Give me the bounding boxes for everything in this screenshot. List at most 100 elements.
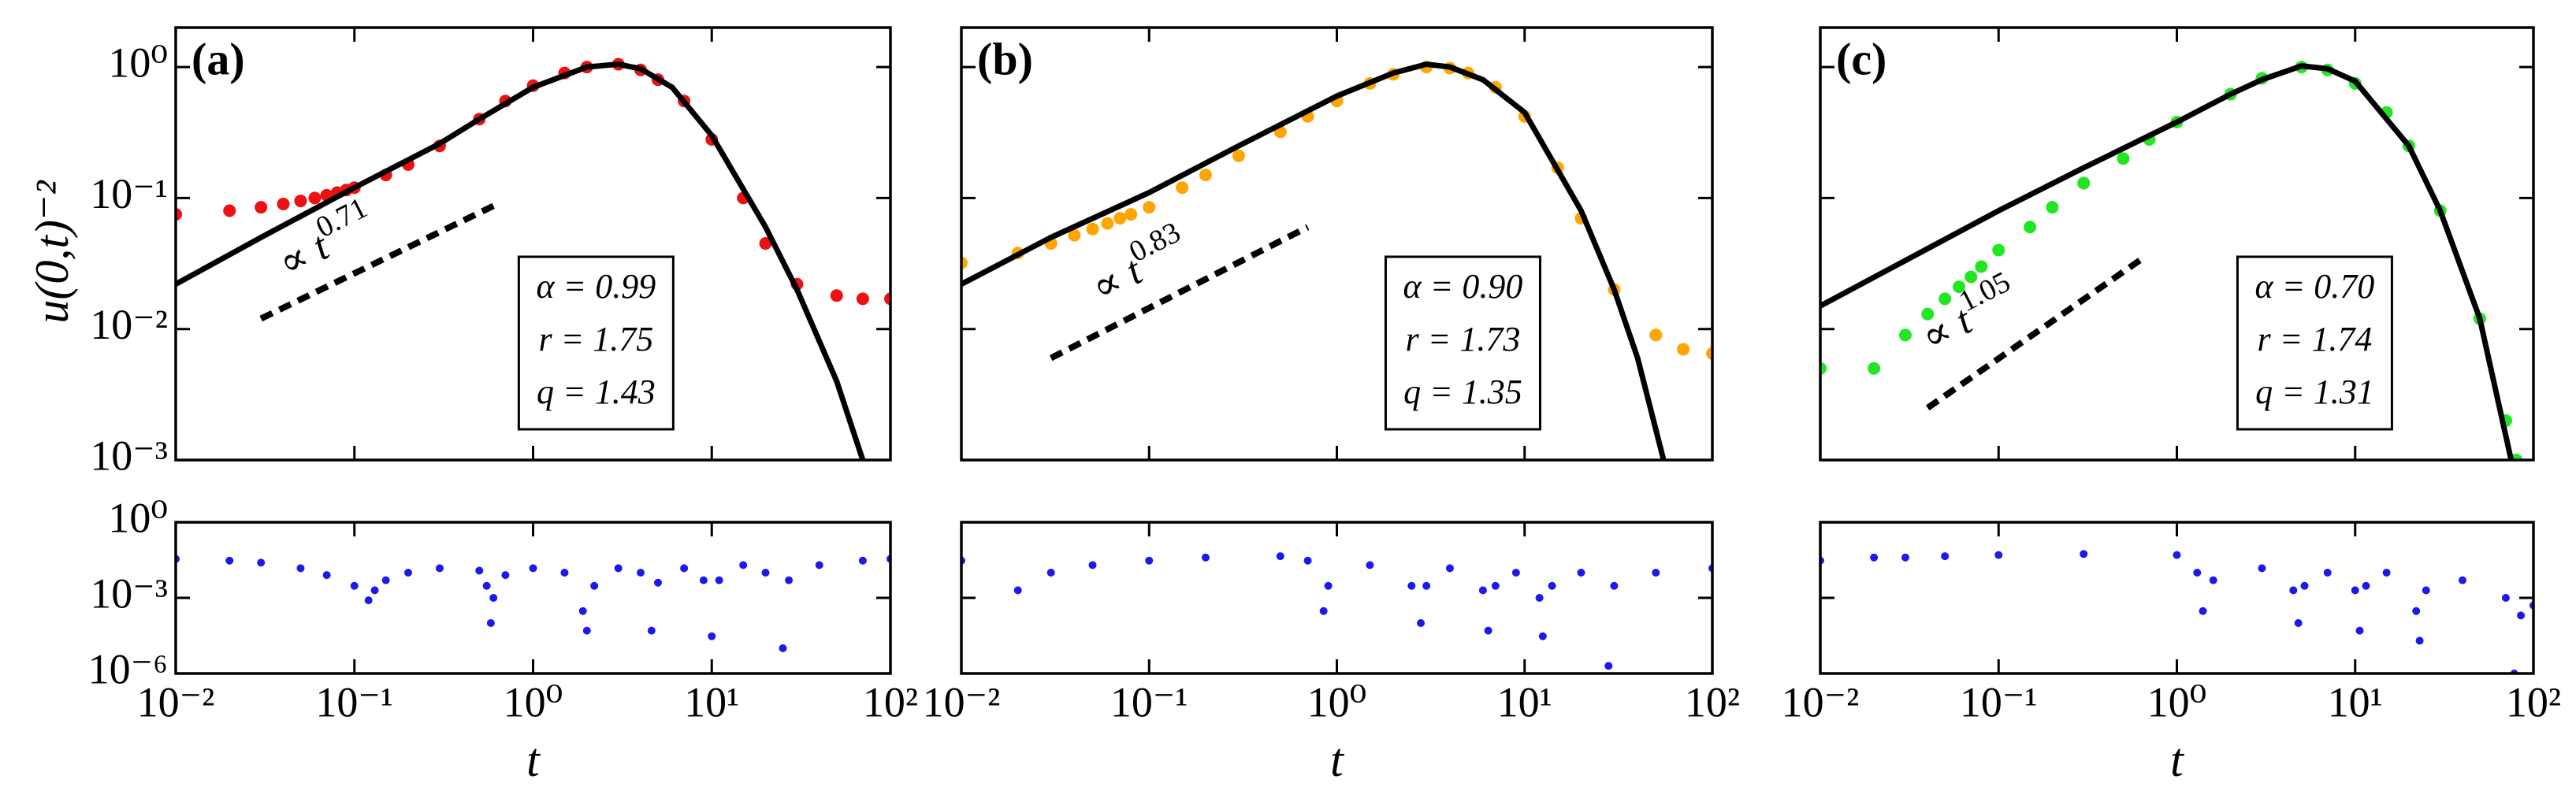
data-point bbox=[1939, 292, 1952, 306]
x-tick-label: 10⁻¹ bbox=[1110, 678, 1188, 725]
data-point bbox=[381, 576, 390, 584]
data-point bbox=[435, 564, 444, 573]
data-point bbox=[1445, 564, 1454, 573]
x-axis-label: t bbox=[2170, 734, 2184, 786]
data-point bbox=[761, 569, 770, 577]
data-point bbox=[2289, 586, 2298, 595]
data-point bbox=[1478, 586, 1487, 595]
data-point bbox=[364, 596, 373, 605]
data-point bbox=[858, 556, 867, 565]
data-point bbox=[1199, 169, 1212, 182]
data-point bbox=[653, 578, 662, 587]
data-point bbox=[699, 576, 708, 584]
x-tick-label: 10² bbox=[863, 678, 918, 725]
x-tick-label: 10⁰ bbox=[504, 678, 563, 725]
data-point bbox=[560, 569, 569, 577]
y-tick-label: 10⁻³ bbox=[90, 432, 168, 479]
data-point bbox=[223, 204, 236, 217]
data-point bbox=[1143, 201, 1156, 214]
data-point bbox=[2294, 619, 2303, 627]
power-law-guide bbox=[1049, 224, 1310, 362]
data-point bbox=[590, 581, 599, 590]
data-point bbox=[475, 566, 484, 575]
param-text: q = 1.35 bbox=[1403, 373, 1522, 411]
data-point bbox=[2422, 586, 2430, 595]
data-point bbox=[1898, 328, 1912, 342]
data-point bbox=[1652, 569, 1660, 577]
data-point bbox=[404, 569, 413, 577]
data-point bbox=[529, 564, 537, 573]
data-point bbox=[830, 289, 843, 302]
data-point bbox=[785, 576, 794, 584]
data-point bbox=[2355, 626, 2364, 635]
plot-area bbox=[176, 58, 890, 460]
param-box bbox=[2236, 255, 2393, 431]
param-box bbox=[517, 255, 675, 431]
data-point bbox=[715, 576, 723, 584]
x-axis-label: t bbox=[1330, 734, 1344, 786]
data-point bbox=[1276, 552, 1284, 561]
data-point bbox=[350, 581, 359, 590]
data-point bbox=[759, 237, 772, 250]
x-axis-label: t bbox=[526, 734, 541, 786]
data-point bbox=[1232, 149, 1245, 162]
data-point bbox=[779, 644, 787, 652]
data-point bbox=[486, 619, 495, 627]
data-point bbox=[308, 191, 322, 205]
axes-frame bbox=[1819, 521, 2535, 675]
data-point bbox=[1953, 280, 1966, 294]
data-point bbox=[1921, 307, 1935, 321]
data-point bbox=[1068, 228, 1081, 242]
data-point bbox=[1577, 569, 1585, 577]
axes-frame bbox=[960, 26, 1714, 462]
x-tick-label: 10⁻¹ bbox=[1960, 678, 2038, 725]
x-tick-label: 10¹ bbox=[684, 678, 739, 725]
data-point bbox=[961, 256, 968, 269]
y-tick-label: 10⁻² bbox=[90, 301, 168, 348]
data-point bbox=[1113, 212, 1127, 225]
axes-frame bbox=[174, 521, 892, 675]
data-point bbox=[1201, 553, 1210, 562]
data-point bbox=[2046, 201, 2059, 214]
data-point bbox=[1086, 222, 1099, 236]
x-tick-label: 10⁰ bbox=[1307, 678, 1367, 725]
data-point bbox=[1366, 561, 1374, 570]
data-point bbox=[1941, 552, 1950, 561]
data-point bbox=[815, 561, 823, 570]
data-point bbox=[2024, 221, 2037, 234]
axes-frame bbox=[960, 521, 1714, 675]
data-point bbox=[708, 632, 716, 640]
data-point bbox=[489, 594, 498, 602]
power-law-guide bbox=[259, 202, 495, 322]
axes-frame bbox=[174, 26, 892, 462]
data-point bbox=[578, 607, 587, 615]
data-point bbox=[884, 292, 890, 306]
x-tick-label: 10² bbox=[2506, 678, 2561, 725]
x-tick-label: 10¹ bbox=[1497, 678, 1552, 725]
x-tick-label: 10⁻² bbox=[1782, 678, 1860, 725]
data-point bbox=[2080, 550, 2088, 558]
y-tick-label: 10⁰ bbox=[108, 494, 168, 541]
param-text: r = 1.75 bbox=[538, 320, 653, 358]
data-point bbox=[2382, 569, 2391, 577]
data-point bbox=[2209, 576, 2217, 584]
panel-label: (a) bbox=[191, 33, 245, 84]
data-point bbox=[1124, 208, 1138, 221]
data-point bbox=[1649, 328, 1663, 342]
data-point bbox=[225, 556, 234, 565]
data-point bbox=[1975, 260, 1988, 273]
data-point bbox=[255, 201, 268, 214]
data-point bbox=[2173, 551, 2181, 559]
data-point bbox=[1604, 662, 1613, 670]
data-point bbox=[296, 564, 305, 573]
data-point bbox=[2258, 564, 2266, 573]
data-point bbox=[1176, 181, 1189, 195]
data-point bbox=[1992, 243, 2005, 257]
data-point bbox=[2458, 576, 2466, 584]
data-point bbox=[647, 626, 656, 635]
power-law-guide bbox=[1925, 254, 2146, 411]
data-point bbox=[1417, 619, 1426, 627]
param-text: q = 1.43 bbox=[537, 373, 656, 411]
y-tick-label: 10⁻³ bbox=[90, 570, 168, 617]
x-tick-label: 10⁻¹ bbox=[315, 678, 393, 725]
